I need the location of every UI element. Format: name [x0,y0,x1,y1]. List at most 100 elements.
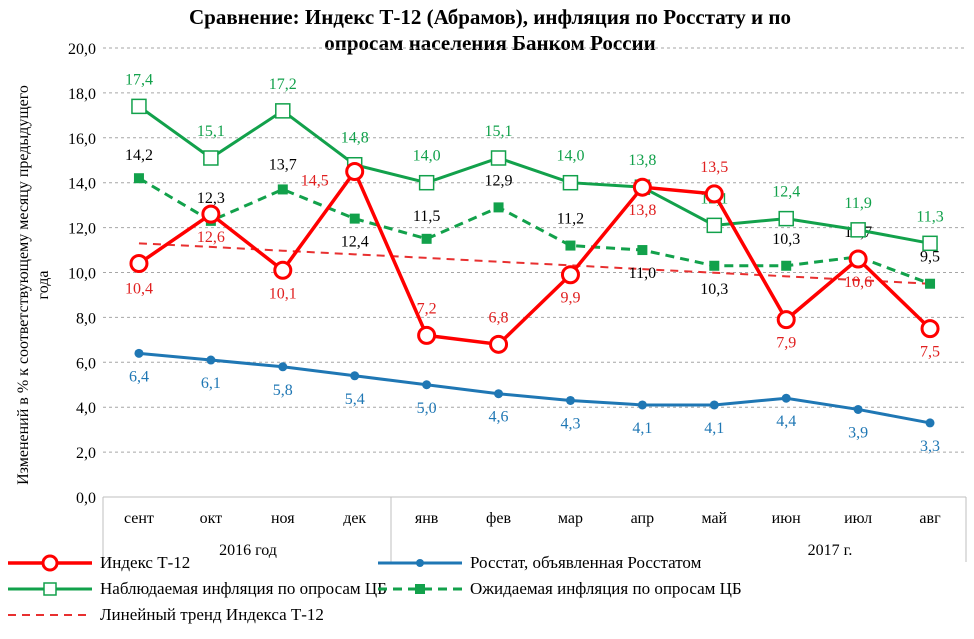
data-point [418,174,435,191]
legend-label: Ожидаемая инфляция по опросам ЦБ [470,579,742,598]
data-point [275,103,291,119]
series-line [138,242,931,285]
x-tick-label: мар [558,510,583,527]
data-label: 14,0 [556,148,584,165]
data-point [709,400,719,410]
data-point [493,202,504,213]
data-point [925,418,935,428]
data-point [422,380,432,390]
data-point [706,217,723,234]
y-tick-label: 10,0 [68,266,96,283]
data-label: 12,4 [772,184,800,201]
data-point [278,362,288,372]
series-line [138,351,931,425]
legend-label: Наблюдаемая инфляция по опросам ЦБ [100,579,387,598]
data-point [203,150,219,166]
data-point [565,240,576,251]
y-axis-label-line: года [35,271,52,300]
series-line [137,167,932,347]
data-label: 3,9 [848,424,868,441]
data-point [273,260,293,280]
year-label: 2016 год [219,542,277,559]
data-point [417,325,437,345]
data-point [201,204,221,224]
y-axis-label: Изменений в % к соответствующему месяцу … [15,85,52,485]
data-point [922,235,938,252]
data-point [776,310,796,330]
y-tick-label: 6,0 [76,355,96,372]
legend-marker [41,554,59,572]
data-label: 10,1 [269,285,297,302]
y-tick-label: 8,0 [76,310,96,327]
data-label: 10,3 [772,231,800,248]
data-label: 10,3 [700,281,728,298]
data-label: 13,5 [700,159,728,176]
data-label: 4,6 [489,409,509,426]
data-label: 4,3 [560,415,580,432]
chart-title-line: опросам населения Банком России [324,31,656,55]
data-label: 14,2 [125,147,153,164]
data-point [129,254,149,274]
data-label: 15,1 [485,123,513,140]
data-label: 13,8 [628,152,656,169]
y-tick-label: 4,0 [76,400,96,417]
data-label: 12,3 [197,190,225,207]
data-label: 7,5 [920,344,940,361]
x-tick-label: авг [919,510,941,527]
y-tick-label: 14,0 [68,176,96,193]
data-label: 17,4 [125,71,153,88]
data-label: 11,9 [844,195,871,212]
data-point [349,213,360,224]
y-tick-label: 20,0 [68,41,96,58]
series-line [138,176,931,286]
data-label: 11,0 [629,265,656,282]
data-label: 11,5 [413,208,440,225]
series-line [138,105,931,245]
data-point [277,184,288,195]
data-point [925,278,936,289]
legend-marker [43,582,57,596]
data-point [134,348,144,358]
y-tick-label: 18,0 [68,86,96,103]
data-point [850,222,866,238]
data-label: 6,1 [201,375,221,392]
data-label: 17,2 [269,76,297,93]
chart-title: Сравнение: Индекс Т-12 (Абрамов), инфляц… [100,4,880,56]
chart-title-line: Сравнение: Индекс Т-12 (Абрамов), инфляц… [189,5,791,29]
data-point [781,393,791,403]
data-point [560,265,580,285]
x-tick-label: сент [124,510,154,527]
data-point [350,371,360,381]
data-label: 4,4 [776,413,796,430]
data-point [494,389,504,399]
data-point [781,260,792,271]
x-tick-label: июл [844,510,872,527]
data-label: 13,8 [628,202,656,219]
data-label: 4,1 [632,420,652,437]
legend-marker [416,559,424,567]
data-point [206,355,216,365]
data-label: 9,9 [560,290,580,307]
x-tick-label: июн [772,510,802,527]
y-tick-label: 16,0 [68,131,96,148]
data-point [637,245,648,256]
data-label: 12,6 [197,229,225,246]
data-label: 4,1 [704,420,724,437]
y-tick-label: 12,0 [68,221,96,238]
data-label: 14,0 [413,148,441,165]
data-point [848,249,868,269]
data-label: 3,3 [920,438,940,455]
data-point [133,173,144,184]
data-label: 14,8 [341,130,369,147]
data-label: 12,9 [485,172,513,189]
data-label: 10,6 [844,274,872,291]
data-label: 15,1 [197,123,225,140]
data-point [778,210,794,227]
data-label: 5,4 [345,391,365,408]
data-point [565,395,575,405]
data-label: 11,2 [557,211,584,228]
data-point [490,150,507,166]
x-tick-label: ноя [271,510,295,527]
